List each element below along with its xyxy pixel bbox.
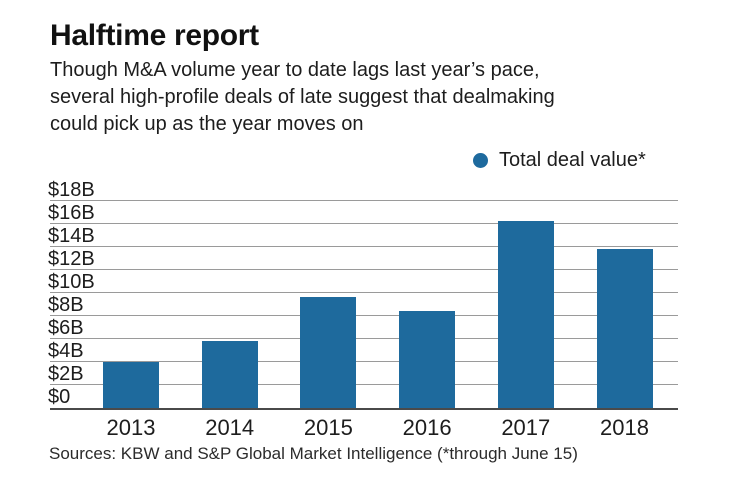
chart-bar-2018 bbox=[596, 248, 653, 408]
y-axis-tick-label: $0 bbox=[48, 386, 71, 408]
chart-bar-2016 bbox=[399, 311, 456, 408]
y-axis-tick-label: $6B bbox=[48, 316, 84, 339]
gridline bbox=[50, 269, 678, 271]
chart-subtitle: Though M&A volume year to date lags last… bbox=[50, 57, 555, 138]
x-axis-label: 2015 bbox=[303, 415, 353, 440]
subtitle-line-2: several high-profile deals of late sugge… bbox=[50, 86, 555, 108]
chart-bar-2015 bbox=[300, 297, 357, 408]
chart-bar-2013 bbox=[103, 361, 159, 408]
legend-label: Total deal value* bbox=[499, 148, 646, 171]
subtitle-line-3: could pick up as the year moves on bbox=[50, 113, 364, 135]
y-axis-tick-label: $12B bbox=[48, 247, 95, 270]
y-axis-tick-label: $16B bbox=[48, 201, 95, 224]
gridline bbox=[50, 223, 678, 225]
gridline bbox=[50, 246, 678, 248]
gridline bbox=[50, 384, 678, 386]
source-attribution: Sources: KBW and S&P Global Market Intel… bbox=[49, 444, 578, 463]
y-axis-tick-label: $10B bbox=[48, 270, 95, 293]
y-axis-tick-label: $8B bbox=[48, 293, 84, 316]
y-axis-tick-label: $2B bbox=[48, 362, 84, 385]
y-axis-tick-label: $18B bbox=[48, 178, 95, 201]
chart-bar-2014 bbox=[201, 341, 258, 408]
legend-marker-circle-icon bbox=[473, 152, 488, 168]
x-axis-label: 2018 bbox=[600, 415, 649, 440]
gridline bbox=[50, 338, 678, 340]
x-axis-label: 2016 bbox=[402, 415, 452, 440]
chart-bar-2017 bbox=[497, 221, 554, 408]
gridline bbox=[50, 292, 678, 294]
x-axis-label: 2013 bbox=[106, 415, 156, 440]
x-axis-label: 2014 bbox=[205, 415, 255, 440]
gridline bbox=[50, 361, 678, 363]
gridline bbox=[50, 315, 678, 317]
y-axis-tick-label: $4B bbox=[48, 339, 84, 362]
x-axis-label: 2017 bbox=[501, 415, 551, 440]
x-axis-line bbox=[50, 408, 678, 410]
y-axis-tick-label: $14B bbox=[48, 224, 95, 247]
subtitle-line-1: Though M&A volume year to date lags last… bbox=[50, 59, 540, 81]
chart-title: Halftime report bbox=[50, 19, 259, 52]
gridline bbox=[50, 200, 678, 201]
chart-legend: Total deal value* bbox=[473, 148, 646, 171]
